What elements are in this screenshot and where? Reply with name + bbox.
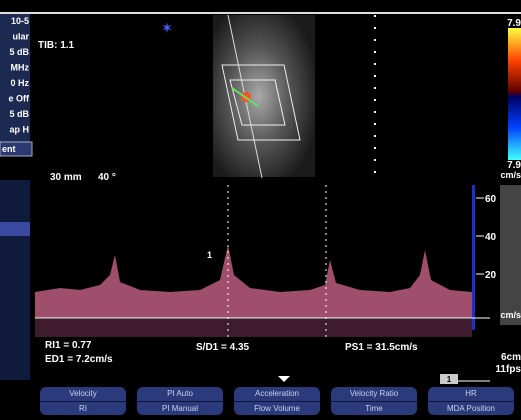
soft-key[interactable]: Acceleration Flow Volume (234, 387, 320, 415)
selected-label: ent (2, 144, 16, 154)
soft-key-bottom[interactable]: Time (365, 404, 383, 413)
soft-key-bottom[interactable]: Flow Volume (254, 404, 300, 413)
status-fps: 11fps (495, 364, 521, 375)
angle-cursor (231, 87, 259, 107)
scale-bar (472, 185, 475, 330)
gray-bar (500, 185, 521, 325)
sd: S/D1 = 4.35 (196, 342, 250, 353)
soft-key-top[interactable]: Velocity Ratio (331, 387, 417, 402)
left-highlight (0, 222, 30, 236)
soft-key[interactable]: Velocity RI (40, 387, 126, 415)
soft-key[interactable]: Velocity Ratio Time (331, 387, 417, 415)
color-top: 7.9 (507, 18, 521, 29)
soft-key[interactable]: HR MDA Position (428, 387, 514, 415)
left-lower-panel (0, 180, 30, 380)
scale-label: 60 (485, 194, 497, 205)
color-box-inner (229, 79, 286, 126)
probe-icon: ✶ (162, 21, 172, 35)
angle: 40 ° (98, 172, 116, 183)
soft-key[interactable]: PI Auto PI Manual (137, 387, 223, 415)
soft-key-top[interactable]: Acceleration (234, 387, 320, 402)
tib: TIB: 1.1 (38, 40, 75, 51)
ps: PS1 = 31.5cm/s (345, 342, 418, 353)
ed: ED1 = 7.2cm/s (45, 354, 113, 365)
left-panel (0, 14, 30, 156)
b-mode-image (213, 15, 315, 177)
soft-key-top[interactable]: Velocity (40, 387, 126, 402)
depth: 30 mm (50, 172, 82, 183)
scale-label: 20 (485, 270, 497, 281)
status-depth: 6cm (501, 352, 521, 363)
ri: RI1 = 0.77 (45, 340, 92, 351)
page-number: 1 (447, 375, 452, 384)
panel-item: ular (12, 32, 29, 42)
soft-key-top[interactable]: HR (428, 387, 514, 402)
page-box (440, 374, 458, 384)
color-bar (508, 28, 521, 160)
panel-item: 5 dB (9, 47, 29, 57)
color-box (221, 64, 301, 141)
spectrum-unit: cm/s (500, 310, 521, 320)
soft-key-bottom[interactable]: PI Manual (161, 404, 199, 413)
soft-key-bottom[interactable]: MDA Position (446, 404, 496, 413)
color-bottom: 7.9 (507, 160, 521, 171)
color-unit: cm/s (500, 170, 521, 180)
spectrum-marker: 1 (207, 250, 212, 260)
soft-key-top[interactable]: PI Auto (137, 387, 223, 402)
doppler-mirror (35, 319, 472, 337)
top-rule (0, 12, 521, 14)
scale-label: 40 (485, 232, 497, 243)
doppler-spectrum (35, 245, 472, 318)
panel-item: ap H (9, 125, 29, 135)
panel-item: 5 dB (9, 109, 29, 119)
panel-item: e Off (8, 94, 30, 104)
panel-item: 0 Hz (10, 78, 29, 88)
cine-marker (278, 376, 290, 382)
soft-key-bottom[interactable]: RI (79, 404, 87, 413)
selected-item (0, 141, 33, 157)
panel-item: 10-5 (11, 16, 29, 26)
panel-item: MHz (11, 63, 30, 73)
